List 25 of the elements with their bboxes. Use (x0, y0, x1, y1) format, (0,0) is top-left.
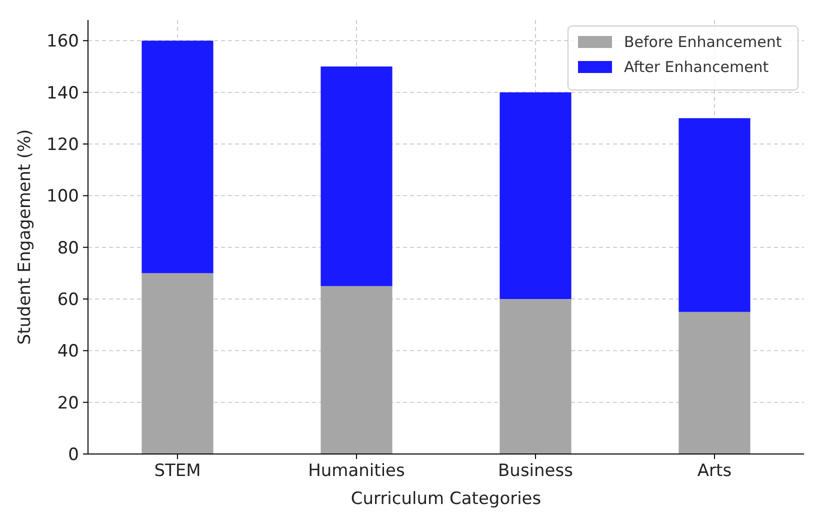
bar (500, 92, 572, 299)
y-tick-label: 160 (46, 32, 79, 52)
x-axis-title: Curriculum Categories (350, 489, 542, 509)
y-tick-label: 120 (46, 134, 79, 155)
y-tick-label: 20 (57, 393, 79, 414)
bar (500, 299, 572, 454)
bar (678, 312, 750, 454)
y-tick-label: 60 (57, 290, 79, 310)
x-tick-label: Business (498, 461, 574, 481)
bar (320, 286, 392, 454)
bar (678, 118, 750, 312)
y-tick-label: 100 (46, 186, 79, 207)
legend-label: After Enhancement (624, 58, 769, 76)
x-tick-label: Arts (697, 461, 732, 481)
bar (142, 273, 214, 454)
y-tick-label: 40 (57, 342, 79, 362)
y-tick-label: 0 (68, 444, 79, 465)
bar (142, 40, 214, 274)
x-tick-label: STEM (154, 461, 201, 481)
x-tick-label: Humanities (308, 461, 406, 481)
legend-label: Before Enhancement (624, 33, 782, 51)
y-tick-label: 80 (57, 238, 79, 258)
y-axis-title: Student Engagement (%) (15, 129, 35, 345)
bar (320, 66, 392, 286)
y-tick-label: 140 (46, 83, 79, 104)
